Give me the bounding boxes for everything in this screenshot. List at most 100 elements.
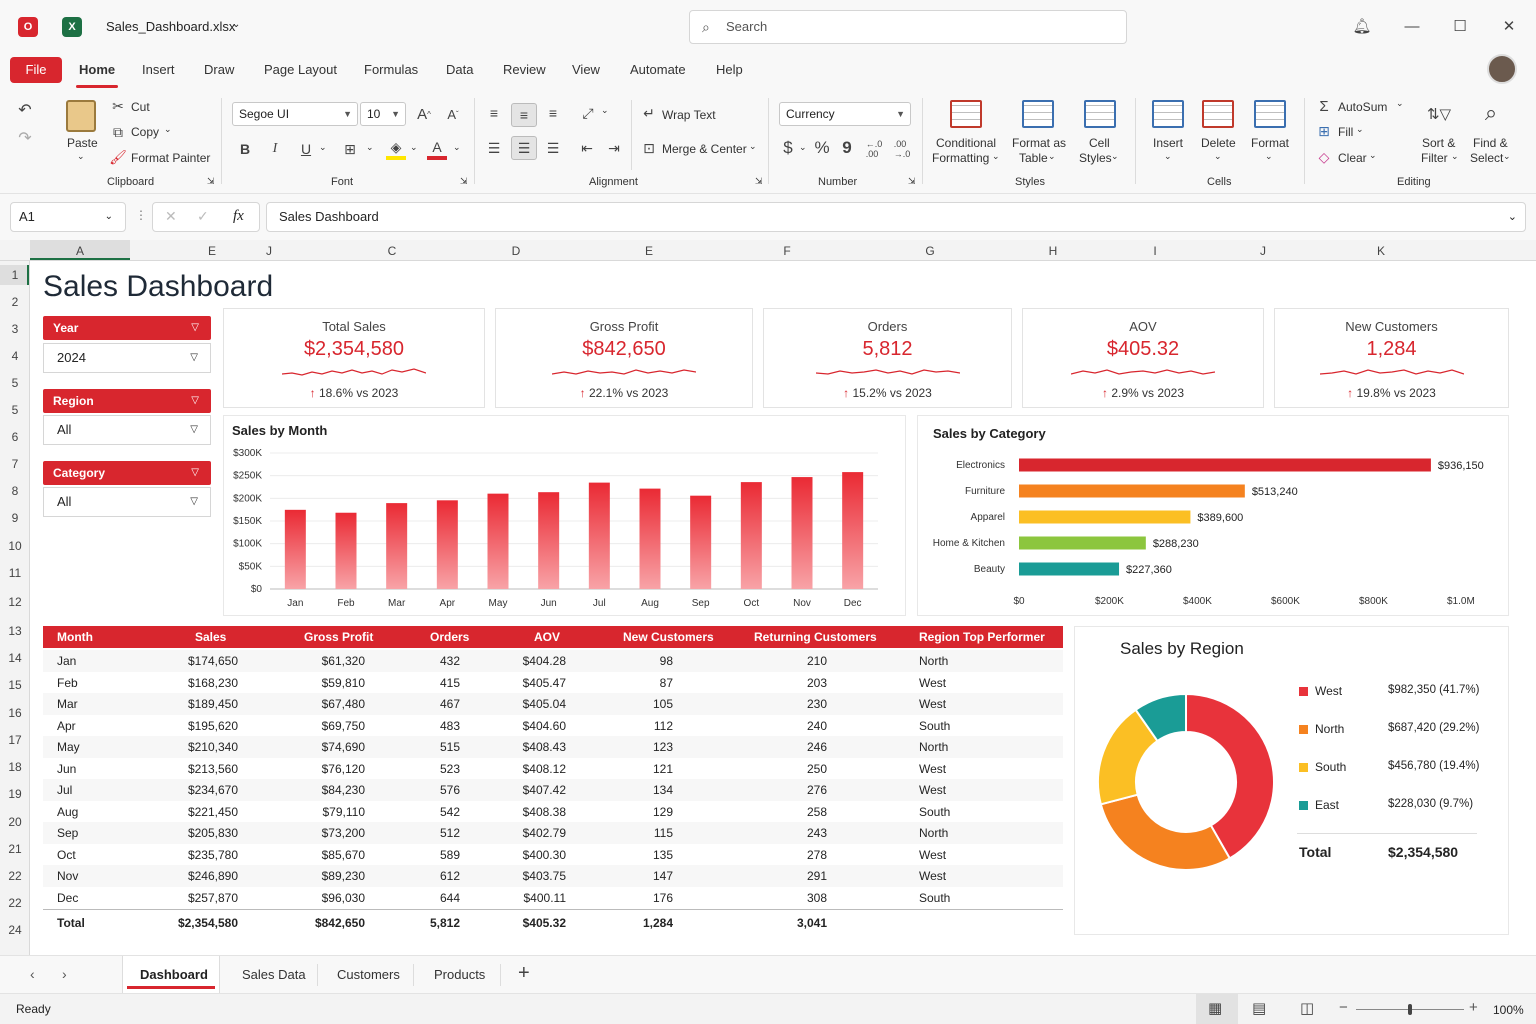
table-cell[interactable]: $76,120 <box>321 761 365 776</box>
bar-may[interactable] <box>487 493 509 589</box>
table-cell[interactable]: West <box>919 847 947 862</box>
copy-button[interactable]: Copy <box>131 125 160 139</box>
row-header[interactable]: 16 <box>8 706 22 720</box>
table-cell[interactable]: Jan <box>57 654 77 668</box>
percent-button[interactable]: % <box>814 138 830 157</box>
sort-filter-button[interactable]: Sort & <box>1422 136 1456 150</box>
copy-chevron-icon[interactable]: ⌄ <box>164 124 172 134</box>
borders-chevron-icon[interactable]: ⌄ <box>366 142 374 152</box>
table-cell[interactable]: 644 <box>439 890 460 905</box>
paste-icon[interactable] <box>66 100 96 132</box>
row-header[interactable]: 12 <box>8 595 22 609</box>
bar-dec[interactable] <box>842 472 864 589</box>
table-header-cell[interactable]: Orders <box>430 630 470 644</box>
category-slicer-select[interactable]: All ▽ <box>43 487 211 517</box>
table-header-cell[interactable]: Region Top Performer <box>919 630 1045 644</box>
table-cell[interactable]: $74,690 <box>321 740 365 754</box>
find-select-label[interactable]: Select <box>1470 151 1504 165</box>
table-cell[interactable]: $405.47 <box>522 675 566 690</box>
table-cell[interactable]: $408.12 <box>522 761 566 776</box>
region-slicer-select[interactable]: All ▽ <box>43 415 211 445</box>
row-header[interactable]: 9 <box>11 511 19 525</box>
insert-cells-icon[interactable] <box>1152 100 1184 128</box>
table-cell[interactable]: Feb <box>57 675 78 690</box>
format-table-chevron-icon[interactable]: ⌄ <box>1048 151 1056 161</box>
table-cell[interactable]: Aug <box>57 804 79 819</box>
align-middle-icon[interactable]: ≡ <box>511 103 537 127</box>
cell-styles-label[interactable]: Styles <box>1079 151 1112 165</box>
underline-button[interactable]: U <box>300 141 312 157</box>
tab-help[interactable]: Help <box>716 62 743 77</box>
bell-icon[interactable]: 🔔︎ <box>1352 18 1372 35</box>
table-header-cell[interactable]: Gross Profit <box>304 630 374 644</box>
year-slicer-header[interactable]: Year ▽ <box>43 316 211 340</box>
table-cell[interactable]: $407.42 <box>522 783 566 797</box>
merge-chevron-icon[interactable]: ⌄ <box>749 141 757 151</box>
fill-chevron-icon[interactable]: ⌄ <box>1356 124 1364 134</box>
bar-nov[interactable] <box>791 477 813 589</box>
paste-button[interactable]: Paste <box>67 136 98 150</box>
table-header-cell[interactable]: Sales <box>195 630 227 644</box>
table-cell[interactable]: West <box>919 783 947 797</box>
comma-style-button[interactable]: 9 <box>842 138 852 157</box>
table-cell[interactable]: 515 <box>439 740 460 754</box>
file-tab[interactable]: File <box>10 57 62 83</box>
select-all-corner[interactable] <box>0 240 30 261</box>
column-header[interactable]: K <box>1376 244 1385 258</box>
column-header[interactable]: J <box>1260 244 1266 258</box>
row-header[interactable]: 4 <box>11 349 19 363</box>
table-cell[interactable]: $235,780 <box>187 847 238 862</box>
table-cell[interactable]: $402.79 <box>522 826 566 840</box>
normal-view-icon[interactable]: ▦ <box>1208 1000 1223 1017</box>
bar-oct[interactable] <box>740 482 762 589</box>
sheet-tab-products[interactable]: Products <box>434 967 486 982</box>
table-cell[interactable]: 291 <box>806 869 827 883</box>
clipboard-launcher-icon[interactable]: ⇲ <box>207 176 215 186</box>
table-cell[interactable]: 415 <box>439 675 460 690</box>
table-cell[interactable]: 121 <box>652 761 673 776</box>
align-center-icon[interactable]: ☰ <box>511 136 537 160</box>
row-header[interactable]: 6 <box>11 430 19 444</box>
table-cell[interactable]: $205,830 <box>187 826 238 840</box>
table-cell[interactable]: 134 <box>652 783 673 797</box>
autosum-icon[interactable]: Σ <box>1319 97 1329 115</box>
format-painter-icon[interactable]: 🖌︎ <box>109 148 127 165</box>
row-header[interactable]: 8 <box>11 484 19 498</box>
prev-sheet-icon[interactable]: ‹ <box>30 966 35 982</box>
undo-icon[interactable]: ↶ <box>18 102 32 119</box>
table-cell[interactable]: 98 <box>659 654 673 668</box>
cut-icon[interactable]: ✂ <box>112 97 124 114</box>
table-cell[interactable]: $246,890 <box>187 869 238 883</box>
region-slicer-header[interactable]: Region ▽ <box>43 389 211 413</box>
table-cell[interactable]: $89,230 <box>321 869 365 883</box>
table-cell[interactable]: 112 <box>653 718 673 733</box>
table-cell[interactable]: 246 <box>806 740 827 754</box>
table-cell[interactable]: 276 <box>806 783 827 797</box>
table-cell[interactable]: Mar <box>57 697 78 711</box>
table-cell[interactable]: Total <box>57 916 85 930</box>
bar-electronics[interactable] <box>1019 458 1431 472</box>
font-launcher-icon[interactable]: ⇲ <box>460 176 468 186</box>
fill-icon[interactable]: ⊞ <box>1318 122 1330 139</box>
table-cell[interactable]: South <box>919 890 951 905</box>
fill-button[interactable]: Fill <box>1338 125 1354 139</box>
borders-icon[interactable]: ⊞ <box>344 140 356 157</box>
table-cell[interactable]: $400.11 <box>523 890 567 905</box>
zoom-in-button[interactable]: + <box>1469 999 1478 1016</box>
table-cell[interactable]: 129 <box>652 804 673 819</box>
row-header[interactable]: 10 <box>8 539 22 553</box>
table-cell[interactable]: 250 <box>806 761 827 776</box>
find-select-icon[interactable]: ⌕ <box>1484 100 1498 125</box>
decrease-indent-icon[interactable]: ⇤ <box>581 139 593 156</box>
bar-aug[interactable] <box>639 488 661 589</box>
table-cell[interactable]: $234,670 <box>187 783 238 797</box>
page-break-view-icon[interactable]: ◫ <box>1300 1000 1315 1017</box>
more-options-icon[interactable]: ⋮ <box>135 208 147 222</box>
table-cell[interactable]: May <box>57 740 80 754</box>
column-header[interactable]: J <box>266 244 272 258</box>
bar-feb[interactable] <box>335 512 357 589</box>
table-cell[interactable]: South <box>919 804 951 819</box>
row-header[interactable]: 5 <box>11 376 19 390</box>
table-cell[interactable]: Sep <box>57 826 79 840</box>
